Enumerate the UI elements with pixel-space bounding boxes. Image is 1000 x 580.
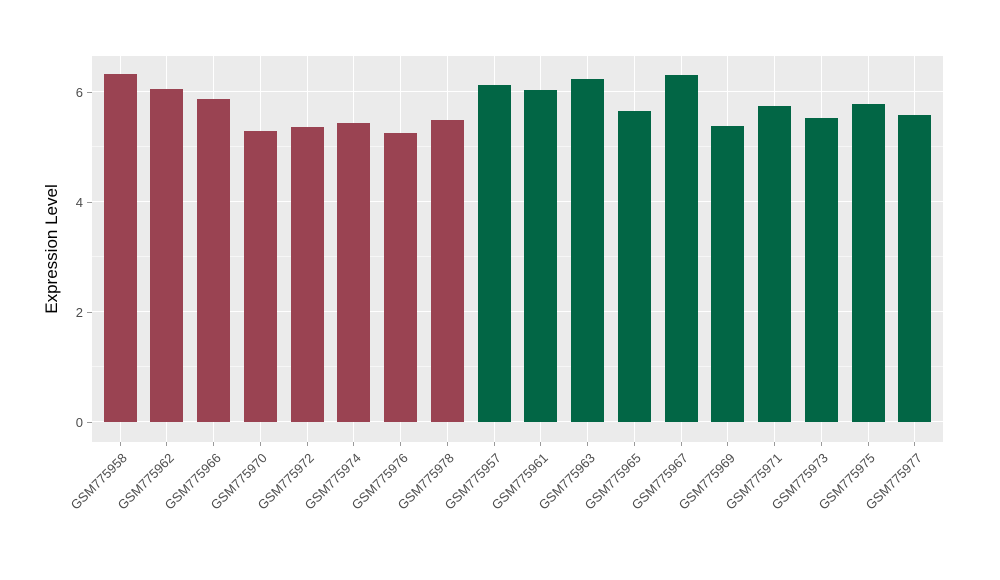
x-tick-mark [867, 442, 869, 446]
bar-GSM775965 [618, 111, 651, 422]
bar-GSM775967 [665, 75, 698, 422]
bar-GSM775972 [291, 127, 324, 422]
y-tick-mark [87, 91, 92, 93]
x-tick-mark [680, 442, 682, 446]
x-tick-mark [119, 442, 121, 446]
bar-GSM775973 [805, 118, 838, 422]
x-tick-mark [774, 442, 776, 446]
y-tick-label: 6 [75, 84, 83, 100]
x-tick-mark [213, 442, 215, 446]
bar-GSM775975 [852, 104, 885, 422]
bar-GSM775958 [104, 74, 137, 422]
bar-GSM775974 [337, 123, 370, 422]
major-gridline [92, 311, 943, 312]
x-tick-mark [914, 442, 916, 446]
minor-gridline [92, 366, 943, 367]
x-tick-mark [166, 442, 168, 446]
y-tick-label: 0 [75, 414, 83, 430]
y-tick-label: 4 [75, 194, 83, 210]
bar-GSM775969 [711, 126, 744, 422]
major-gridline [92, 91, 943, 92]
y-tick-mark [87, 311, 92, 313]
minor-gridline [92, 146, 943, 147]
x-tick-mark [493, 442, 495, 446]
x-tick-mark [353, 442, 355, 446]
bar-GSM775977 [898, 115, 931, 422]
x-tick-mark [820, 442, 822, 446]
bar-GSM775976 [384, 133, 417, 422]
bar-GSM775963 [571, 79, 604, 422]
bar-GSM775961 [524, 90, 557, 422]
bar-GSM775978 [431, 120, 464, 422]
x-tick-mark [446, 442, 448, 446]
minor-gridline [92, 256, 943, 257]
bar-GSM775971 [758, 106, 791, 422]
x-tick-mark [587, 442, 589, 446]
y-tick-label: 2 [75, 304, 83, 320]
bar-GSM775970 [244, 131, 277, 422]
x-tick-mark [727, 442, 729, 446]
bar-GSM775962 [150, 89, 183, 422]
major-gridline [92, 201, 943, 202]
bar-GSM775957 [478, 85, 511, 422]
y-tick-mark [87, 421, 92, 423]
plot-panel [92, 56, 943, 442]
x-tick-mark [633, 442, 635, 446]
x-tick-mark [306, 442, 308, 446]
y-tick-mark [87, 201, 92, 203]
y-axis-title: Expression Level [42, 184, 61, 314]
x-tick-mark [259, 442, 261, 446]
x-tick-mark [540, 442, 542, 446]
major-gridline [92, 421, 943, 422]
x-tick-mark [400, 442, 402, 446]
bar-GSM775966 [197, 99, 230, 422]
